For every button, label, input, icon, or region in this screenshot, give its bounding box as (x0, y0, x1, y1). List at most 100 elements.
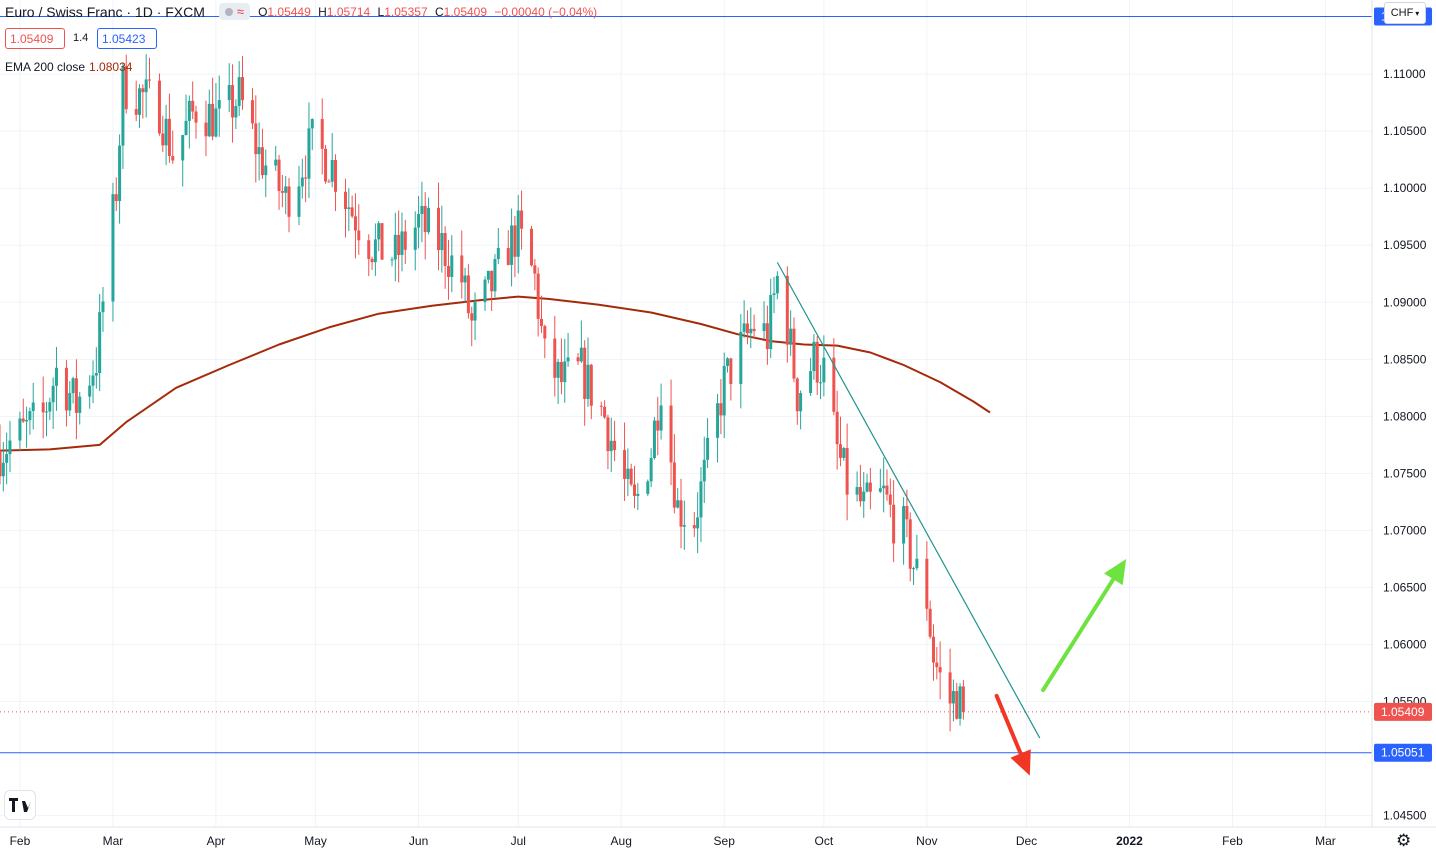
candle-bearish (785, 275, 789, 345)
candle-bearish (64, 367, 68, 411)
candle-bearish (603, 406, 607, 418)
candle-bearish (729, 358, 733, 385)
close-value: 1.05409 (443, 4, 488, 19)
candle-bullish (862, 491, 866, 502)
candle-bullish (307, 128, 311, 179)
candle-bearish (353, 216, 357, 231)
candle-bullish (809, 371, 813, 394)
price-tick-label: 1.08500 (1383, 352, 1427, 366)
candle-bullish (347, 207, 351, 209)
candle-bearish (845, 447, 849, 495)
candle-bearish (513, 225, 517, 257)
candle-bearish (765, 323, 769, 350)
candle-bearish (583, 347, 587, 399)
candle-bearish (745, 323, 749, 334)
tradingview-logo-icon[interactable] (5, 791, 35, 819)
candle-bullish (699, 481, 703, 518)
candle-bullish (164, 118, 168, 146)
symbol-legend[interactable]: Euro / Swiss Franc · 1D · FXCM ≈ O1.0544… (5, 3, 601, 20)
candle-bullish (496, 247, 500, 260)
candle-bullish (217, 100, 221, 109)
buy-button[interactable]: 1.05423 (97, 28, 157, 49)
candle-bearish (343, 191, 347, 209)
candle-bullish (789, 328, 793, 345)
price-tick-label: 1.09000 (1383, 295, 1427, 309)
currency-selector[interactable]: CHF ▾ (1384, 2, 1426, 24)
candle-bullish (483, 279, 487, 303)
candle-bearish (955, 691, 959, 719)
candle-bullish (1, 462, 5, 477)
change-value: −0.00040 (−0.04%) (494, 4, 598, 19)
candle-bearish (161, 133, 165, 146)
candle-bearish (287, 186, 291, 217)
drawings-layer[interactable] (0, 16, 1372, 776)
ema-legend[interactable]: EMA 200 close 1.08034 (5, 60, 132, 74)
candle-bearish (204, 122, 208, 137)
arrow-down-head (1010, 749, 1031, 776)
time-tick-label: Jul (511, 834, 526, 848)
candle-bullish (440, 233, 444, 251)
candle-bullish (865, 482, 869, 492)
gear-icon[interactable]: ⚙ (1396, 831, 1412, 850)
candle-bullish (94, 373, 98, 376)
low-label: L (377, 4, 385, 19)
candle-bullish (237, 77, 241, 106)
candle-bearish (606, 417, 610, 452)
candle-bullish (812, 341, 816, 372)
time-tick-label: Mar (103, 834, 124, 848)
candle-bullish (772, 293, 776, 295)
candle-bearish (443, 233, 447, 266)
candle-bearish (74, 378, 78, 413)
candle-bullish (227, 85, 231, 101)
candle-bullish (31, 402, 35, 412)
candle-bullish (377, 223, 381, 240)
candle-bearish (672, 462, 676, 508)
candle-bearish (171, 156, 175, 161)
close-label: C (434, 4, 444, 19)
candle-bullish (88, 385, 92, 397)
visibility-toggle[interactable]: ≈ (218, 3, 251, 20)
candle-bearish (520, 210, 524, 229)
price-tick-label: 1.07500 (1383, 466, 1427, 480)
candle-bullish (493, 259, 497, 292)
sell-button[interactable]: 1.05409 (5, 28, 65, 49)
candle-bearish (506, 247, 510, 265)
candle-bullish (310, 119, 314, 129)
open-value: 1.05449 (267, 4, 311, 19)
candle-bearish (559, 361, 563, 383)
time-tick-label: Sep (714, 834, 736, 848)
candle-bullish (626, 468, 630, 479)
level-price-tag (1374, 743, 1432, 762)
candle-bullish (676, 500, 680, 508)
candle-bearish (147, 79, 151, 81)
candle-bullish (330, 160, 334, 182)
time-tick-label: Feb (10, 834, 31, 848)
candle-bearish (470, 313, 474, 321)
candle-bullish (609, 440, 613, 452)
candle-bullish (742, 323, 746, 332)
candle-bearish (466, 275, 470, 314)
trend-line (776, 262, 1041, 739)
price-tick-label: 1.09500 (1383, 238, 1427, 252)
candle-bearish (633, 484, 637, 496)
symbol-title[interactable]: Euro / Swiss Franc · 1D · FXCM (5, 3, 205, 20)
time-tick-label: Aug (611, 834, 632, 848)
candle-bullish (91, 375, 95, 386)
candle-bearish (543, 326, 547, 339)
ema-label[interactable]: EMA 200 close (5, 60, 86, 74)
candle-bullish (769, 294, 773, 350)
candle-bearish (815, 341, 819, 383)
price-axis[interactable]: 1.11000 1.10500 1.10000 1.09500 1.09000 1.085… (1383, 67, 1427, 822)
candle-bearish (589, 364, 593, 406)
candle-bullish (300, 177, 304, 187)
candle-bearish (613, 440, 617, 451)
ema-value: 1.08034 (89, 60, 133, 74)
candle-bearish (167, 118, 171, 157)
time-axis[interactable]: Feb Mar Apr May Jun Jul Aug Sep Oct Nov Dec 2022 Feb… (10, 834, 1336, 848)
candle-bearish (679, 500, 683, 527)
candle-bearish (719, 403, 723, 416)
candle-bullish (749, 328, 753, 334)
candle-bullish (25, 420, 29, 422)
